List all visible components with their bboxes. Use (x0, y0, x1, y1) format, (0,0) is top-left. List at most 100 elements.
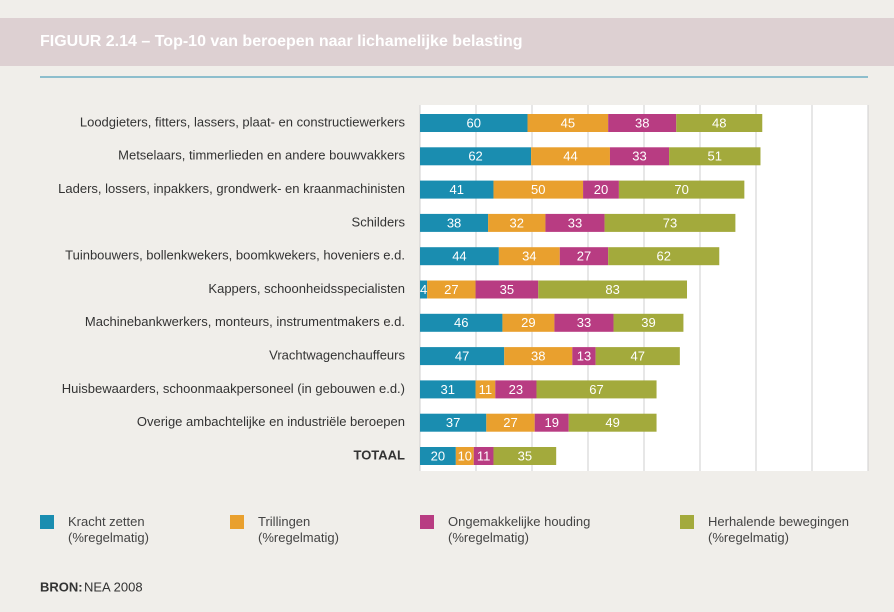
bar-segment (473, 447, 494, 465)
value-label: 10 (458, 448, 472, 463)
y-tick-label: TOTAAL (353, 447, 405, 462)
bar-segment (609, 147, 670, 166)
legend-swatch (230, 515, 244, 529)
value-label: 44 (563, 149, 577, 164)
bar-segment (604, 213, 736, 232)
bar-segment (420, 213, 489, 232)
value-label: 38 (531, 349, 545, 364)
value-label: 70 (674, 182, 688, 197)
bar-segment (545, 213, 605, 232)
value-label: 19 (544, 415, 558, 430)
bar-segment (538, 280, 688, 299)
bar-segment (420, 313, 503, 332)
legend-swatch (420, 515, 434, 529)
value-label: 27 (577, 249, 591, 264)
bar-segment (420, 347, 505, 366)
y-tick-label: Tuinbouwers, bollenkwekers, boomkwekers,… (65, 248, 405, 263)
bar-segment (527, 114, 609, 132)
header-band (0, 18, 894, 66)
value-label: 45 (561, 115, 575, 130)
bar-segment (559, 247, 609, 266)
value-label: 62 (656, 249, 670, 264)
value-label: 11 (477, 448, 491, 463)
y-tick-label: Schilders (352, 214, 406, 229)
bar-segment (618, 180, 745, 199)
value-label: 48 (712, 115, 726, 130)
bar-segment (572, 347, 596, 366)
bar-segment (420, 114, 528, 132)
bar-segment (420, 380, 476, 399)
bar-segment (534, 413, 569, 432)
legend-label: Herhalende bewegingen (%regelmatig) (708, 514, 849, 545)
value-label: 32 (510, 215, 524, 230)
legend-swatch (40, 515, 54, 529)
value-label: 33 (577, 315, 591, 330)
bar-segment (420, 180, 494, 199)
source: NEA 2008 (84, 579, 143, 594)
value-label: 33 (632, 149, 646, 164)
value-label: 60 (467, 115, 481, 130)
bar-segment (536, 380, 657, 399)
bar-segment (475, 280, 539, 299)
y-tick-label: Loodgieters, fitters, lassers, plaat- en… (80, 114, 406, 129)
value-label: 38 (635, 115, 649, 130)
y-tick-label: Kappers, schoonheidsspecialisten (208, 281, 405, 296)
value-label: 35 (500, 282, 514, 297)
legend-label: Trillingen (%regelmatig) (258, 514, 339, 545)
bar-segment (568, 413, 657, 432)
bar-segment (420, 447, 456, 465)
bar-segment (502, 313, 555, 332)
value-label: 20 (431, 448, 445, 463)
bar-segment (669, 147, 761, 166)
chart-title: FIGUUR 2.14 – Top-10 van beroepen naar l… (40, 33, 523, 50)
value-label: 73 (663, 215, 677, 230)
bar-segment (554, 313, 614, 332)
bar-segment (613, 313, 684, 332)
value-label: 37 (446, 415, 460, 430)
value-label: 27 (444, 282, 458, 297)
value-label: 67 (589, 382, 603, 397)
bar-segment (504, 347, 573, 366)
value-label: 83 (605, 282, 619, 297)
bar-segment (608, 247, 720, 266)
value-label: 11 (479, 382, 493, 397)
bar-segment (427, 280, 476, 299)
bar-segment (475, 380, 496, 399)
bar-segment (420, 147, 532, 166)
value-label: 47 (630, 349, 644, 364)
value-label: 50 (531, 182, 545, 197)
value-label: 23 (509, 382, 523, 397)
value-label: 35 (518, 448, 532, 463)
value-label: 4 (420, 282, 427, 297)
value-label: 33 (568, 215, 582, 230)
bar-segment (583, 180, 619, 199)
legend-swatch (680, 515, 694, 529)
y-tick-label: Metselaars, timmerlieden en andere bouwv… (118, 148, 405, 163)
y-tick-label: Overige ambachtelijke en industriële ber… (137, 414, 405, 429)
bar-segment (420, 280, 428, 299)
bar-segment (531, 147, 610, 166)
bar-segment (676, 114, 763, 132)
value-label: 41 (450, 182, 464, 197)
y-tick-label: Machinebankwerkers, monteurs, instrument… (85, 314, 405, 329)
value-label: 13 (577, 349, 591, 364)
value-label: 20 (594, 182, 608, 197)
value-label: 29 (521, 315, 535, 330)
value-label: 49 (605, 415, 619, 430)
value-label: 62 (468, 149, 482, 164)
bar-segment (493, 180, 584, 199)
bar-segment (455, 447, 474, 465)
bar-segment (495, 380, 537, 399)
source-label: BRON: (40, 579, 83, 594)
y-tick-label: Huisbewaarders, schoonmaakpersoneel (in … (62, 381, 405, 396)
legend-label: Ongemakkelijke houding (%regelmatig) (448, 514, 591, 545)
bar-segment (420, 413, 487, 432)
value-label: 39 (641, 315, 655, 330)
value-label: 27 (503, 415, 517, 430)
bar-segment (493, 447, 557, 465)
bar-segment (595, 347, 680, 366)
bar-segment (486, 413, 535, 432)
value-label: 34 (522, 249, 536, 264)
